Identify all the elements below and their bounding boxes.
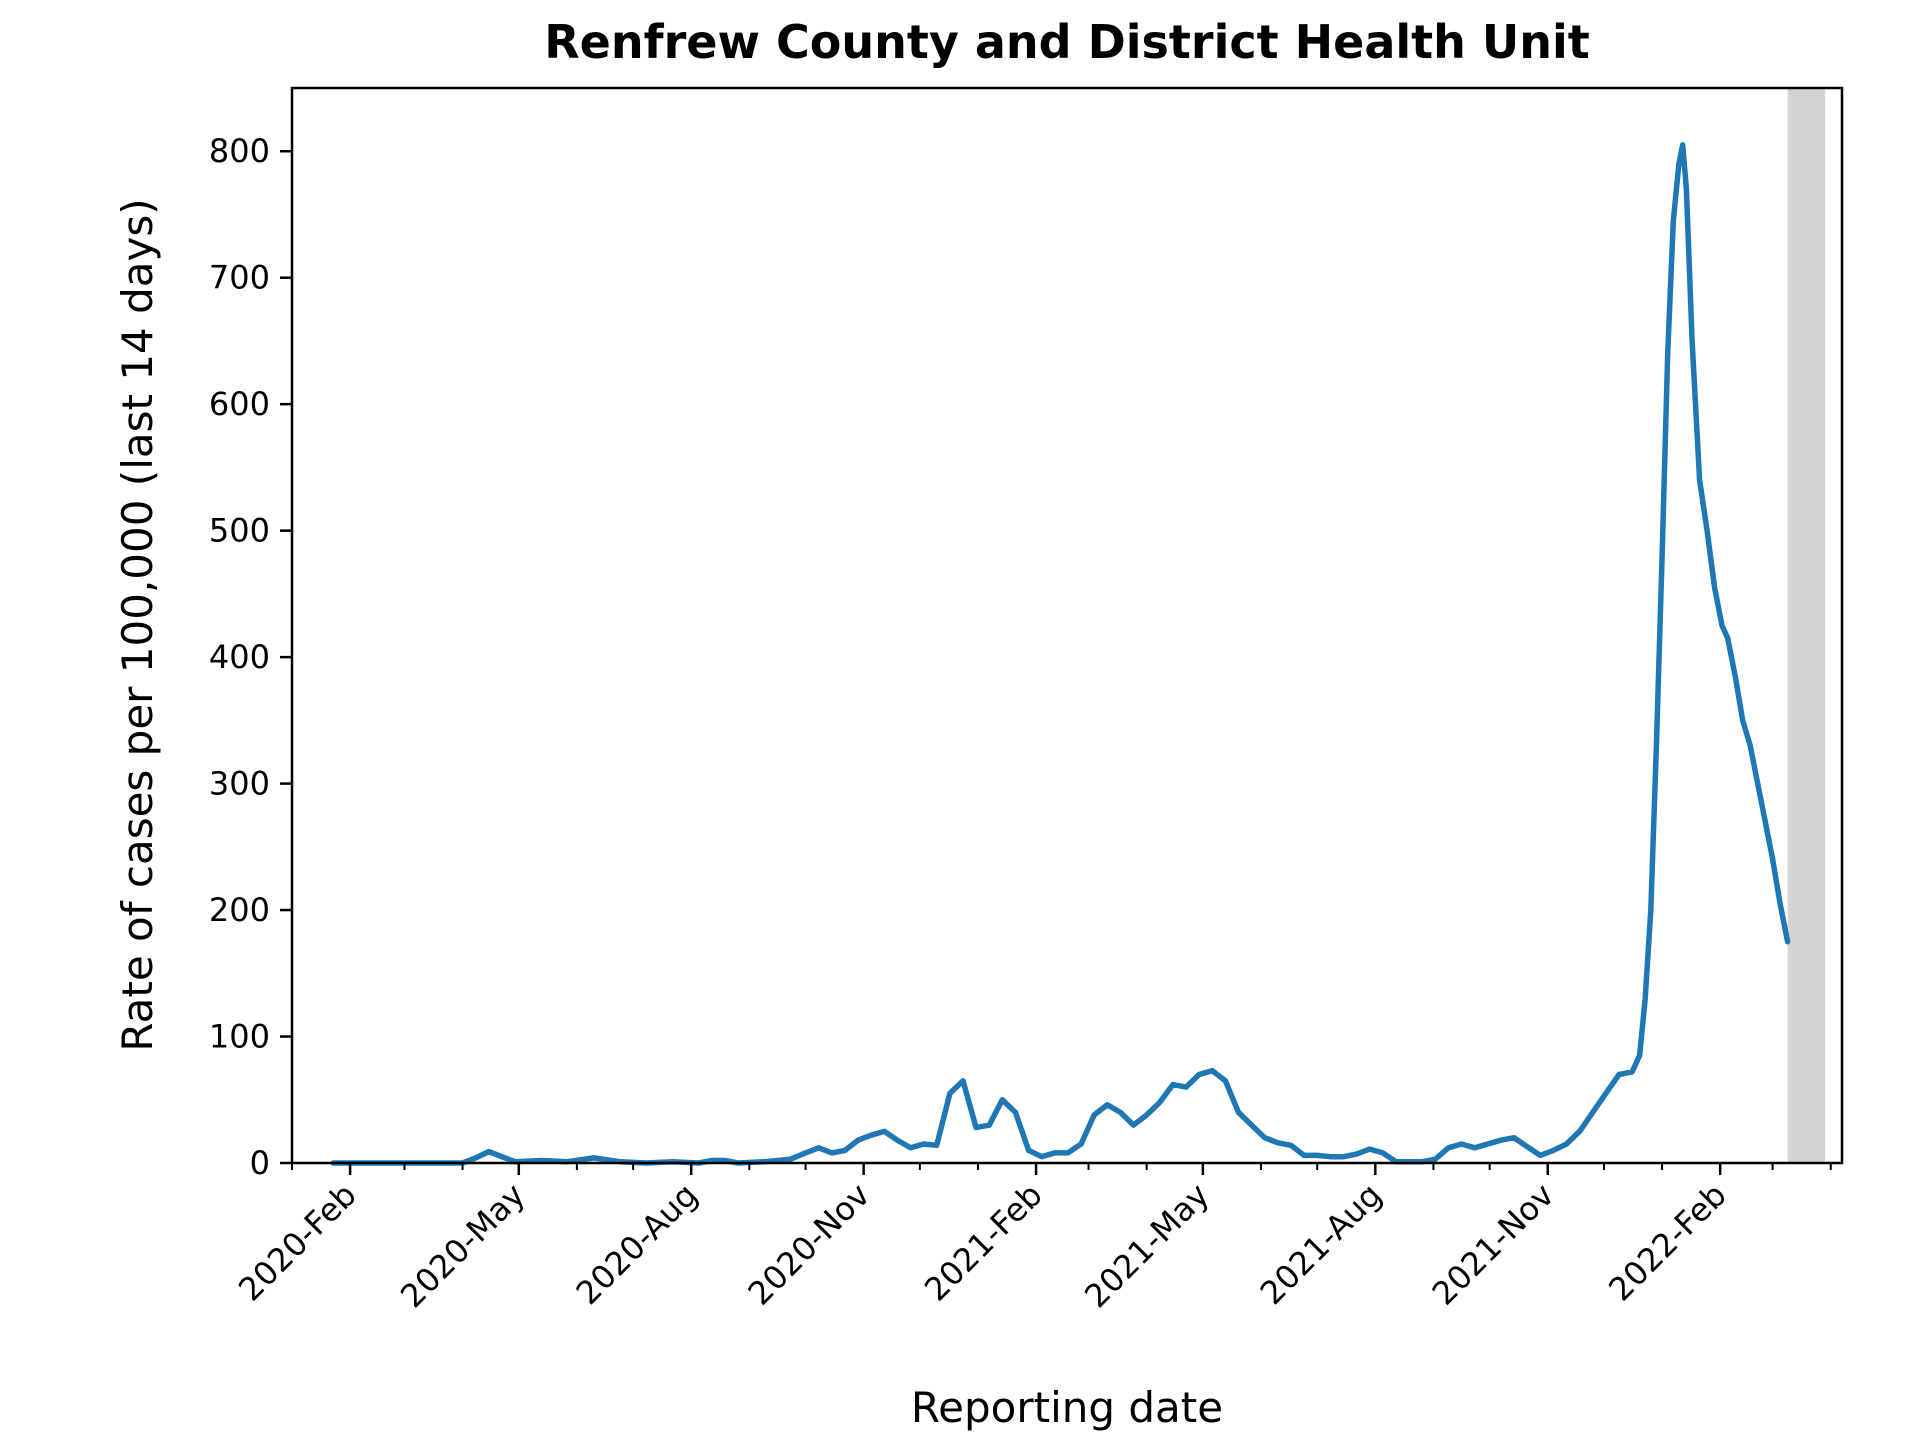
x-tick-label: 2021-May: [1077, 1176, 1216, 1315]
y-axis: 0 100 200 300 400 500 600 700 800: [209, 132, 292, 1182]
y-tick-label: 200: [209, 891, 270, 929]
x-tick-label: 2021-Nov: [1425, 1176, 1562, 1313]
y-tick-label: 800: [209, 132, 270, 170]
x-axis: 2020-Feb 2020-May 2020-Aug 2020-Nov 2021-Feb…: [231, 1163, 1832, 1315]
x-tick-label: 2020-Aug: [569, 1176, 705, 1312]
series-line-layer: [330, 142, 1791, 1166]
x-tick-label: 2020-Nov: [741, 1176, 878, 1313]
series-line: [330, 142, 1791, 1166]
shaded-region-layer: [1787, 88, 1826, 1163]
x-tick-label: 2021-Aug: [1253, 1176, 1389, 1312]
y-tick-label: 500: [209, 512, 270, 550]
x-tick-label: 2020-Feb: [231, 1176, 364, 1309]
y-axis-title: Rate of cases per 100,000 (last 14 days): [113, 198, 162, 1051]
y-tick-label: 400: [209, 638, 270, 676]
chart-title: Renfrew County and District Health Unit: [544, 15, 1590, 69]
y-tick-label: 300: [209, 765, 270, 803]
y-tick-label: 700: [209, 259, 270, 297]
x-tick-label: 2020-May: [393, 1176, 532, 1315]
x-tick-label: 2022-Feb: [1601, 1176, 1734, 1309]
x-axis-title: Reporting date: [911, 1383, 1223, 1432]
shaded-region: [1787, 88, 1826, 1163]
y-tick-label: 0: [250, 1144, 270, 1182]
y-tick-label: 100: [209, 1018, 270, 1056]
y-tick-label: 600: [209, 385, 270, 423]
x-tick-label: 2021-Feb: [917, 1176, 1050, 1309]
plot-frame: [290, 86, 1844, 1165]
